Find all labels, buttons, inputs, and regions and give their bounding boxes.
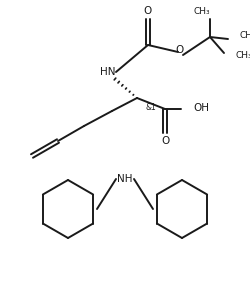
- Text: O: O: [144, 6, 152, 16]
- Text: OH: OH: [193, 103, 209, 113]
- Text: CH₃: CH₃: [236, 51, 250, 60]
- Text: HN: HN: [100, 67, 116, 77]
- Text: CH₃: CH₃: [194, 8, 210, 16]
- Text: CH₃: CH₃: [240, 32, 250, 40]
- Text: &1: &1: [145, 103, 156, 112]
- Text: NH: NH: [117, 174, 133, 184]
- Text: O: O: [161, 136, 169, 146]
- Text: O: O: [175, 45, 183, 55]
